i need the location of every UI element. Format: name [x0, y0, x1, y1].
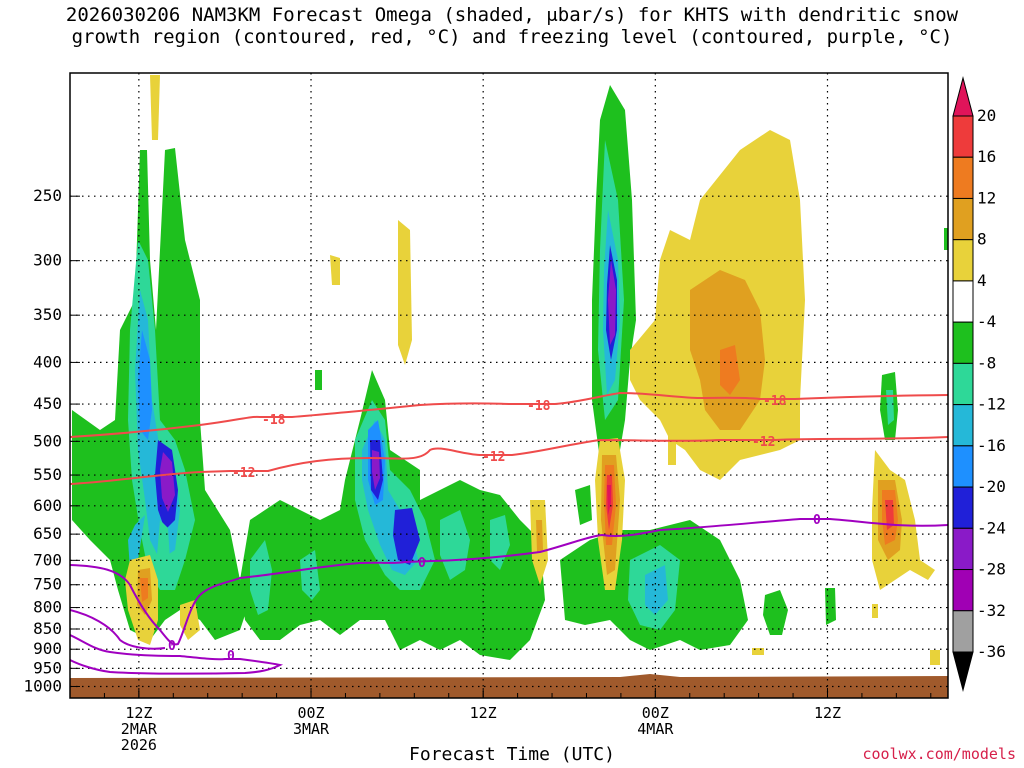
freezing-label-4: 0 [813, 513, 821, 528]
colorbar-label-12: -32 [977, 601, 1006, 620]
y-tick-label-750: 750 [33, 575, 62, 594]
y-axis: 2503003504004505005506006507007508008509… [23, 186, 80, 695]
x-tick-label-3-0: 00Z [642, 704, 669, 722]
contour-labels: -18 -18 -18 -12 -12 -12 0 0 0 0 [168, 394, 821, 664]
y-tick-label-350: 350 [33, 305, 62, 324]
colorbar-label-4: 4 [977, 271, 987, 290]
colorbar-swatch-13 [952, 610, 974, 653]
dgz-bottom-label-1: -12 [232, 466, 255, 481]
y-tick-label-900: 900 [33, 639, 62, 658]
colorbar-label-8: -16 [977, 436, 1006, 455]
colorbar-label-11: -28 [977, 560, 1006, 579]
colorbar-swatch-5 [952, 280, 974, 323]
y-tick-label-500: 500 [33, 431, 62, 450]
colorbar-swatch-1 [952, 115, 974, 158]
colorbar-swatch-7 [952, 362, 974, 406]
colorbar-swatch-6 [952, 321, 974, 364]
freezing-label-2: 0 [227, 649, 235, 664]
dgz-top-label-2: -18 [527, 399, 551, 414]
colorbar-label-5: -4 [977, 312, 996, 331]
pressure-gridlines [70, 195, 948, 688]
x-tick-label-0-2: 2026 [121, 736, 157, 754]
x-tick-label-1-0: 00Z [297, 704, 324, 722]
freezing-label-1: 0 [168, 639, 176, 654]
plot-frame [69, 72, 949, 699]
updraft-plume-2 [240, 220, 548, 660]
colorbar-label-10: -24 [977, 518, 1006, 537]
colorbar-label-2: 12 [977, 188, 996, 207]
colorbar-label-9: -20 [977, 477, 1006, 496]
colorbar-swatch-10 [952, 486, 974, 529]
x-tick-label-4-0: 12Z [814, 704, 841, 722]
colorbar-top-triangle [952, 76, 974, 117]
y-tick-label-250: 250 [33, 186, 62, 205]
dgz-bottom-label-3: -12 [752, 435, 775, 450]
colorbar-bottom-triangle [952, 651, 974, 692]
y-tick-label-550: 550 [33, 465, 62, 484]
colorbar-label-6: -8 [977, 353, 996, 372]
colorbar-swatch-4 [952, 239, 974, 282]
freezing-label-3: 0 [418, 556, 426, 571]
y-tick-label-800: 800 [33, 598, 62, 617]
y-tick-label-400: 400 [33, 352, 62, 371]
time-gridlines [138, 73, 829, 698]
dgz-top-contour-18 [70, 391, 948, 438]
x-tick-label-1-1: 3MAR [293, 720, 330, 738]
x-axis-title: Forecast Time (UTC) [409, 744, 615, 765]
colorbar-label-0: 20 [977, 106, 996, 125]
x-tick-label-0-1: 2MAR [121, 720, 158, 738]
y-tick-label-950: 950 [33, 658, 62, 677]
y-tick-label-1000: 1000 [23, 676, 62, 695]
colorbar-swatch-12 [952, 569, 974, 612]
updraft-plume-1 [72, 148, 250, 640]
chart-title-line2: growth region (contoured, red, °C) and f… [71, 26, 953, 48]
y-tick-label-450: 450 [33, 394, 62, 413]
colorbar-label-3: 8 [977, 230, 987, 249]
x-tick-label-3-1: 4MAR [637, 720, 674, 738]
dgz-bottom-contour-12 [70, 436, 948, 485]
dgz-bottom-label-2: -12 [482, 450, 505, 465]
x-tick-label-0-0: 12Z [125, 704, 152, 722]
freezing-level-contour-lower [70, 518, 948, 646]
omega-shading [72, 75, 948, 665]
updraft-plume-3 [560, 85, 748, 650]
dgz-top-label-3: -18 [763, 394, 787, 409]
colorbar-swatch-2 [952, 156, 974, 199]
y-tick-label-700: 700 [33, 550, 62, 569]
y-tick-label-300: 300 [33, 251, 62, 270]
freezing-level-contour-upper [70, 634, 284, 675]
contours [70, 391, 948, 675]
dgz-top-label-1: -18 [262, 413, 286, 428]
colorbar-swatch-8 [952, 404, 974, 447]
colorbar-swatch-11 [952, 527, 974, 571]
y-tick-label-850: 850 [33, 619, 62, 638]
freezing-level-contour-low [70, 609, 166, 650]
colorbar-swatch-9 [952, 445, 974, 488]
y-tick-label-600: 600 [33, 496, 62, 515]
downdraft-region [595, 130, 940, 665]
colorbar-label-13: -36 [977, 642, 1006, 661]
low-subsidence-1 [125, 75, 200, 645]
colorbar-swatch-3 [952, 197, 974, 241]
y-tick-label-650: 650 [33, 524, 62, 543]
x-tick-label-2-0: 12Z [470, 704, 497, 722]
small-updraft-cells [763, 228, 948, 635]
chart-title-line1: 2026030206 NAM3KM Forecast Omega (shaded… [65, 4, 959, 26]
colorbar-label-7: -12 [977, 395, 1006, 414]
colorbar-label-1: 16 [977, 147, 996, 166]
colorbar: 20 16 12 8 4 -4 -8 -12 -16 -20 -24 -28 -32 -36 [952, 76, 1006, 692]
credit-text: coolwx.com/models [862, 745, 1016, 763]
